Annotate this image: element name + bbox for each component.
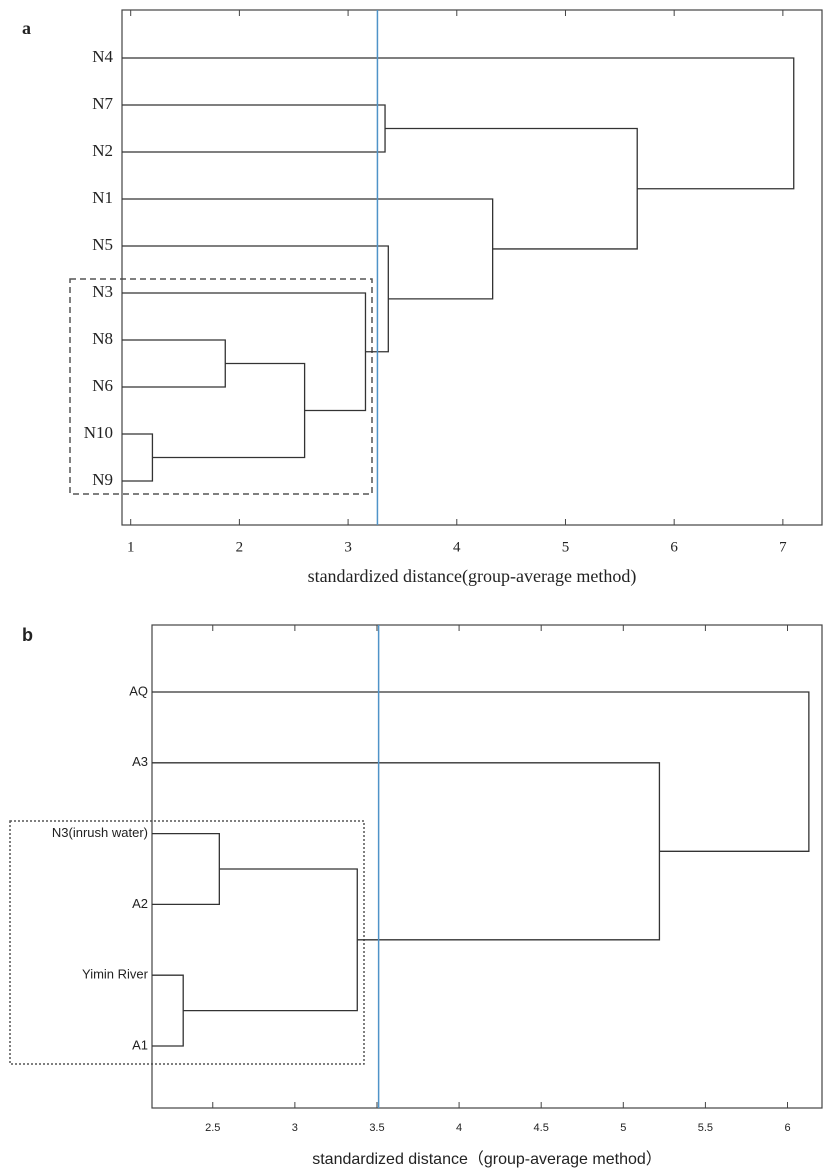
panel-label: a	[22, 18, 31, 38]
x-axis-label: standardized distance（group-average meth…	[312, 1150, 662, 1168]
x-tick-label: 3	[292, 1122, 298, 1134]
dendrogram-link	[152, 362, 306, 459]
leaf-label: N3	[92, 282, 113, 301]
leaf-label: N9	[92, 470, 113, 489]
leaf-label: N3(inrush water)	[52, 825, 148, 840]
leaf-label: A3	[132, 754, 148, 769]
x-tick-label: 5	[562, 539, 570, 555]
dendrogram-link	[183, 868, 358, 1012]
x-tick-label: 4	[456, 1122, 462, 1134]
leaf-label: N4	[92, 47, 113, 66]
dendrogram-link	[152, 832, 220, 906]
x-tick-label: 7	[779, 539, 787, 555]
leaf-label: N5	[92, 235, 113, 254]
x-axis-label: standardized distance(group-average meth…	[308, 566, 637, 587]
leaf-label: N8	[92, 329, 113, 348]
leaf-label: A1	[132, 1037, 148, 1052]
highlight-box	[9, 820, 365, 1065]
dendrogram-link	[122, 198, 494, 300]
x-tick-label: 3.5	[369, 1122, 384, 1134]
x-tick-label: 5.5	[698, 1122, 713, 1134]
x-tick-label: 2	[236, 539, 244, 555]
dendrogram-link	[122, 292, 367, 412]
leaf-label: AQ	[129, 683, 148, 698]
x-tick-label: 5	[620, 1122, 626, 1134]
leaf-label: A2	[132, 896, 148, 911]
plot-frame	[121, 9, 823, 526]
highlight-box	[69, 278, 373, 495]
dendrogram-link	[385, 127, 638, 250]
leaf-label: Yimin River	[82, 967, 149, 982]
leaf-label: N7	[92, 94, 113, 113]
x-tick-label: 4.5	[534, 1122, 549, 1134]
leaf-label: N2	[92, 141, 113, 160]
leaf-label: N6	[92, 376, 113, 395]
leaf-label: N1	[92, 188, 113, 207]
leaf-label: N10	[84, 423, 113, 442]
dendrogram-link	[122, 104, 386, 153]
plot-frame	[151, 624, 823, 1109]
dendrogram-link	[152, 762, 661, 941]
dendrogram-link	[122, 433, 154, 482]
x-tick-label: 3	[344, 539, 352, 555]
dendrogram-link	[122, 57, 795, 190]
x-tick-label: 6	[670, 539, 678, 555]
x-tick-label: 1	[127, 539, 135, 555]
dendrogram-link	[152, 691, 810, 852]
panel-b: b 2.5 3 3.5 4 4.5 5 5.5 6 standardized distance（g…	[9, 624, 823, 1168]
dendrogram-link	[122, 245, 389, 353]
panel-a: a 1 2 3 4 5 6 7 standardized distance(group-aver…	[22, 9, 823, 587]
panel-label: b	[22, 625, 33, 645]
x-tick-label: 4	[453, 539, 461, 555]
dendrogram-link	[122, 339, 226, 388]
dendrogram-link	[152, 974, 184, 1047]
x-tick-label: 2.5	[205, 1122, 220, 1134]
x-tick-label: 6	[784, 1122, 790, 1134]
